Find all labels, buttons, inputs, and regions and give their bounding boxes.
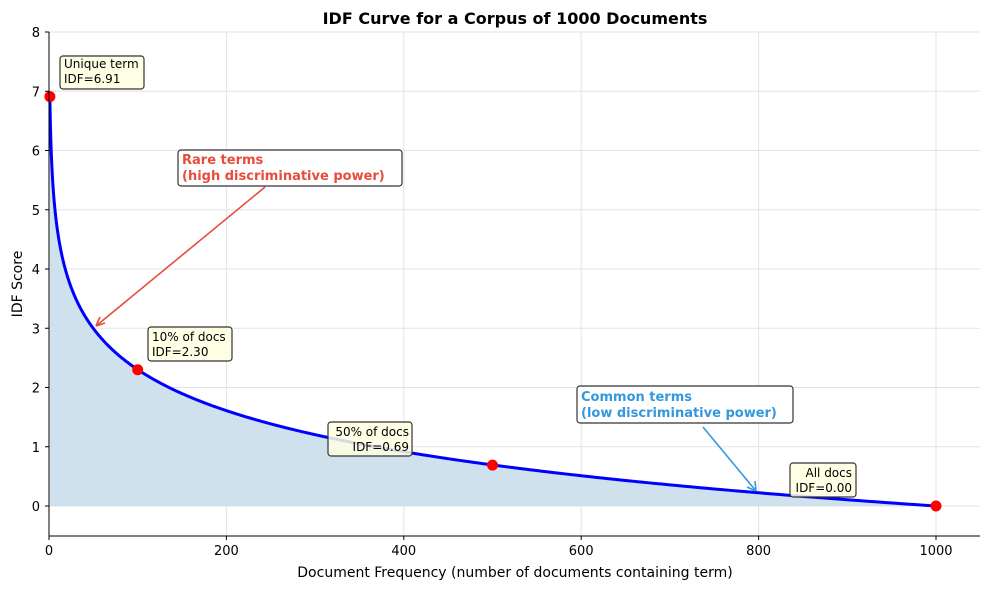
annotation-line: All docs xyxy=(806,466,853,480)
x-tick-label: 0 xyxy=(45,544,53,559)
idf-area-fill xyxy=(49,96,936,506)
annotation-fifty-percent: 50% of docs IDF=0.69 xyxy=(327,421,413,457)
annotation-line: (low discriminative power) xyxy=(581,406,777,421)
annotation-line: Rare terms xyxy=(182,153,264,168)
common-arrow xyxy=(702,426,757,492)
annotation-line: Common terms xyxy=(581,390,692,405)
annotation-line: IDF=0.00 xyxy=(796,481,852,495)
x-tick-label: 1000 xyxy=(919,544,952,559)
rare-arrow-head xyxy=(95,316,106,327)
annotation-line: IDF=6.91 xyxy=(64,72,120,86)
annotation-line: IDF=0.69 xyxy=(353,440,409,454)
y-tick-label: 1 xyxy=(32,441,40,456)
axes xyxy=(48,32,980,537)
annotation-line: IDF=2.30 xyxy=(152,345,208,359)
highlight-point xyxy=(930,500,942,512)
annotation-line: 50% of docs xyxy=(335,425,409,439)
x-tick-label: 200 xyxy=(214,544,239,559)
annotation-line: 10% of docs xyxy=(152,330,226,344)
annotation-line: (high discriminative power) xyxy=(182,169,385,184)
highlight-point xyxy=(44,91,56,103)
annotation-all-docs: All docs IDF=0.00 xyxy=(789,462,857,498)
y-axis-label: IDF Score xyxy=(10,251,26,318)
x-tick-label: 800 xyxy=(746,544,771,559)
annotation-common-terms: Common terms (low discriminative power) xyxy=(576,385,794,492)
y-tick-label: 7 xyxy=(32,85,40,100)
annotation-ten-percent: 10% of docs IDF=2.30 xyxy=(147,326,233,362)
x-tick-label: 600 xyxy=(569,544,594,559)
y-tick-label: 3 xyxy=(32,322,40,337)
y-tick-label: 0 xyxy=(32,500,40,515)
grid xyxy=(48,31,980,536)
chart-title: IDF Curve for a Corpus of 1000 Documents xyxy=(323,9,708,28)
common-arrow-head xyxy=(746,480,757,492)
y-tick-label: 2 xyxy=(32,382,40,397)
ticks: 0 200 400 600 800 1000 0 1 2 3 4 5 6 7 8 xyxy=(32,26,953,559)
x-axis-label: Document Frequency (number of documents … xyxy=(297,565,732,581)
rare-arrow xyxy=(95,186,266,327)
x-tick-label: 400 xyxy=(391,544,416,559)
annotation-line: Unique term xyxy=(64,57,139,71)
y-tick-label: 5 xyxy=(32,204,40,219)
y-tick-label: 6 xyxy=(32,145,40,160)
y-tick-label: 8 xyxy=(32,26,40,41)
highlight-points xyxy=(44,91,942,512)
highlight-point xyxy=(487,459,498,471)
highlight-point xyxy=(132,364,144,376)
y-tick-label: 4 xyxy=(32,263,40,278)
annotation-unique-term: Unique term IDF=6.91 xyxy=(59,55,145,90)
annotation-rare-terms: Rare terms (high discriminative power) xyxy=(95,149,403,327)
